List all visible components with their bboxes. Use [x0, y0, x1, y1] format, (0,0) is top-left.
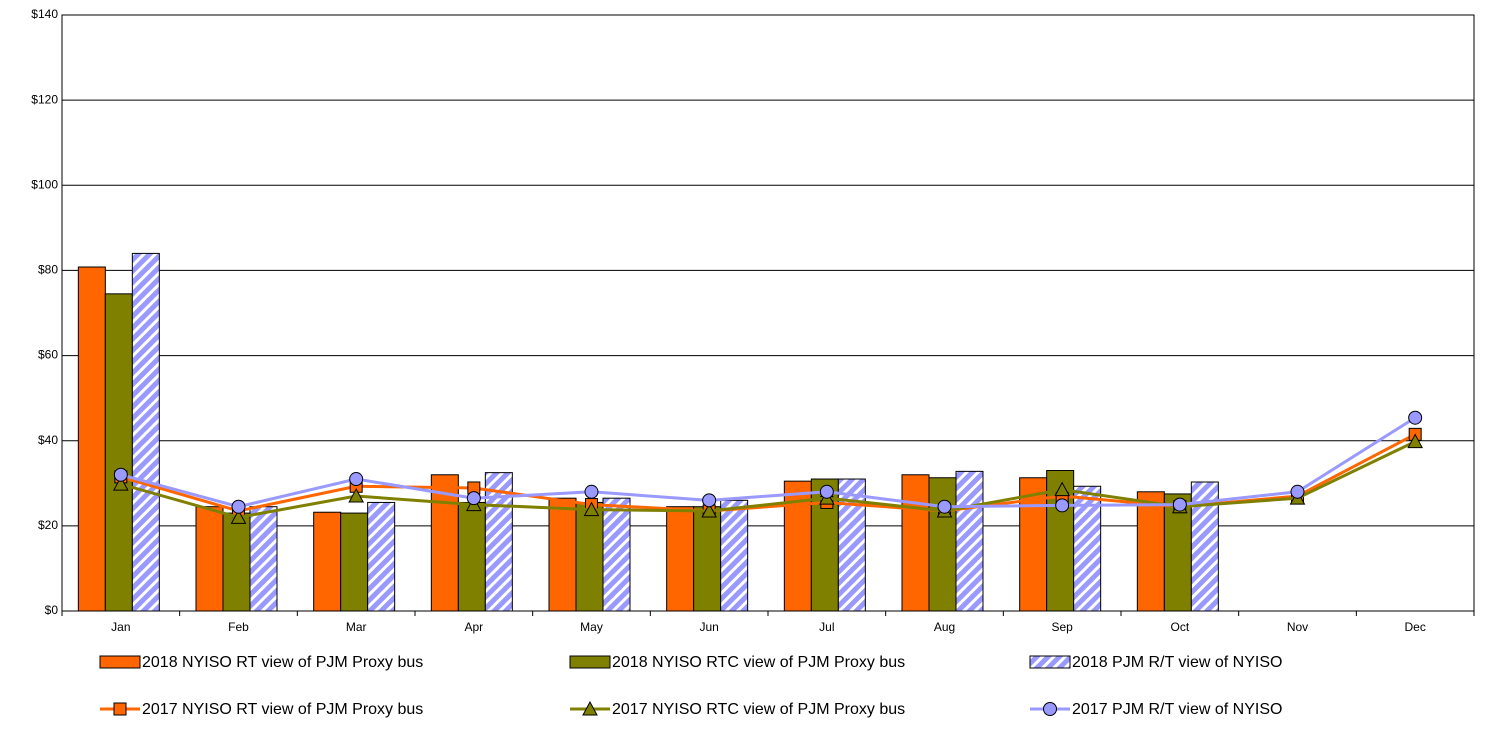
line	[120, 440, 1416, 519]
legend-label: 2018 PJM R/T view of NYISO	[1072, 654, 1282, 671]
bar	[720, 499, 749, 612]
y-tick-label: $100	[31, 177, 58, 191]
bar	[693, 506, 722, 612]
marker	[702, 493, 717, 508]
marker	[701, 502, 718, 518]
marker	[583, 501, 600, 517]
y-tick-label: $60	[38, 348, 58, 362]
marker	[1172, 497, 1187, 512]
marker	[1055, 498, 1070, 513]
bar	[928, 477, 957, 612]
marker	[112, 476, 129, 491]
x-tick-label: Aug	[934, 620, 955, 634]
y-tick-label: $20	[38, 518, 58, 532]
legend-swatch	[569, 655, 611, 669]
marker	[1054, 481, 1071, 497]
bar	[575, 501, 604, 612]
legend-marker	[113, 702, 127, 716]
bar	[367, 501, 396, 612]
legend-marker	[582, 700, 598, 716]
bar	[104, 293, 133, 612]
legend-swatch	[1029, 655, 1071, 669]
bar	[249, 506, 278, 612]
bar	[548, 497, 577, 612]
marker	[230, 509, 247, 524]
y-tick-label: $140	[31, 7, 58, 21]
y-tick-label: $80	[38, 263, 58, 277]
y-tick-label: $120	[31, 92, 58, 106]
x-tick-label: Apr	[464, 620, 483, 634]
bar	[602, 497, 631, 612]
marker	[349, 472, 364, 487]
bar	[1136, 491, 1165, 612]
legend-marker	[1043, 702, 1057, 716]
marker	[1408, 410, 1423, 425]
legend-label: 2017 PJM R/T view of NYISO	[1072, 701, 1282, 718]
marker	[584, 484, 599, 499]
bar	[313, 511, 342, 612]
x-tick-label: Oct	[1170, 620, 1189, 634]
marker	[348, 488, 365, 503]
legend-label: 2017 NYISO RT view of PJM Proxy bus	[142, 701, 423, 718]
x-tick-label: Sep	[1051, 620, 1073, 634]
x-tick-label: Dec	[1404, 620, 1425, 634]
marker	[466, 491, 481, 506]
x-tick-label: Nov	[1287, 620, 1308, 634]
bar	[901, 474, 930, 612]
x-tick-label: Jul	[819, 620, 834, 634]
bar	[340, 512, 369, 612]
bar	[955, 470, 984, 612]
x-tick-label: May	[580, 620, 603, 634]
line	[120, 416, 1416, 509]
legend-label: 2018 NYISO RTC view of PJM Proxy bus	[612, 654, 905, 671]
bar	[131, 252, 160, 612]
y-tick-label: $0	[45, 603, 59, 617]
bar	[430, 474, 459, 612]
x-tick-label: Jan	[111, 620, 130, 634]
marker	[1407, 433, 1424, 449]
marker	[937, 499, 952, 514]
bar	[222, 512, 251, 612]
marker	[113, 467, 128, 482]
bar	[1073, 485, 1102, 612]
x-tick-label: Feb	[228, 620, 249, 634]
legend-swatch	[99, 655, 141, 669]
x-tick-label: Mar	[346, 620, 367, 634]
marker	[231, 499, 246, 514]
bar	[195, 506, 224, 612]
legend-label: 2017 NYISO RTC view of PJM Proxy bus	[612, 701, 905, 718]
legend-label: 2018 NYISO RT view of PJM Proxy bus	[142, 654, 423, 671]
bar	[457, 501, 486, 612]
marker	[1290, 484, 1305, 499]
marker	[819, 484, 834, 499]
y-tick-label: $40	[38, 433, 58, 447]
x-tick-label: Jun	[699, 620, 718, 634]
bar	[666, 506, 695, 612]
bar	[77, 266, 106, 612]
